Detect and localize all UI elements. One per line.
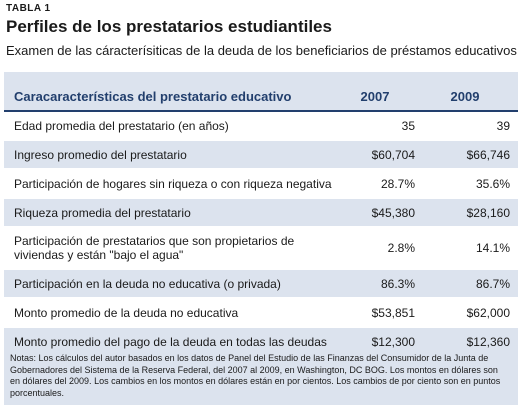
row-label: Participación en la deuda no educativa (… [4, 268, 334, 298]
table-label: TABLA 1 [6, 3, 51, 14]
column-header: 2007 [334, 82, 419, 112]
row-label: Ingreso promedio del prestatario [4, 139, 334, 169]
cell-value: 86.7% [419, 268, 518, 298]
cell-value: $12,300 [334, 326, 419, 355]
subtitle: Examen de las cáracterísiticas de la deu… [6, 43, 517, 58]
row-label: Monto promedio del pago de la deuda en t… [4, 326, 334, 355]
table-row: Ingreso promedio del prestatario $60,704 $… [4, 139, 518, 169]
cell-value: $12,360 [419, 326, 518, 355]
row-label: Participación de prestatarios que son pr… [4, 226, 334, 269]
cell-value: $53,851 [334, 297, 419, 327]
cell-value: 14.1% [419, 226, 518, 269]
table-row: Edad promedia del prestatario (en años) 3… [4, 110, 518, 140]
notes: Notas: Los cálculos del autor basados en… [10, 353, 501, 398]
cell-value: 39 [419, 110, 518, 140]
table-row: Participación de hogares sin riqueza o c… [4, 168, 518, 198]
cell-value: $28,160 [419, 197, 518, 227]
row-label: Monto promedio de la deuda no educativa [4, 297, 334, 327]
table-row: Monto promedio de la deuda no educativa $… [4, 297, 518, 327]
column-header: 2009 [419, 82, 518, 112]
table-row: Participación de prestatarios que son pr… [4, 226, 518, 269]
table: Caracaracterísticas del prestatario educ… [4, 82, 518, 355]
table-row: Monto promedio del pago de la deuda en t… [4, 326, 518, 355]
cell-value: 28.7% [334, 168, 419, 198]
cell-value: $62,000 [419, 297, 518, 327]
row-label: Participación de hogares sin riqueza o c… [4, 168, 334, 198]
row-label: Edad promedia del prestatario (en años) [4, 110, 334, 140]
row-label: Riqueza promedia del prestatario [4, 197, 334, 227]
cell-value: $45,380 [334, 197, 419, 227]
header-row: Caracaracterísticas del prestatario educ… [4, 82, 518, 112]
cell-value: $60,704 [334, 139, 419, 169]
column-header: Caracaracterísticas del prestatario educ… [4, 82, 334, 112]
table-row: Riqueza promedia del prestatario $45,380 $… [4, 197, 518, 227]
cell-value: 86.3% [334, 268, 419, 298]
cell-value: 2.8% [334, 226, 419, 269]
title: Perfiles de los prestatarios estudiantil… [6, 17, 332, 36]
cell-value: 35 [334, 110, 419, 140]
cell-value: $66,746 [419, 139, 518, 169]
table-panel: Caracaracterísticas del prestatario educ… [4, 72, 518, 405]
cell-value: 35.6% [419, 168, 518, 198]
table-row: Participación en la deuda no educativa (… [4, 268, 518, 298]
